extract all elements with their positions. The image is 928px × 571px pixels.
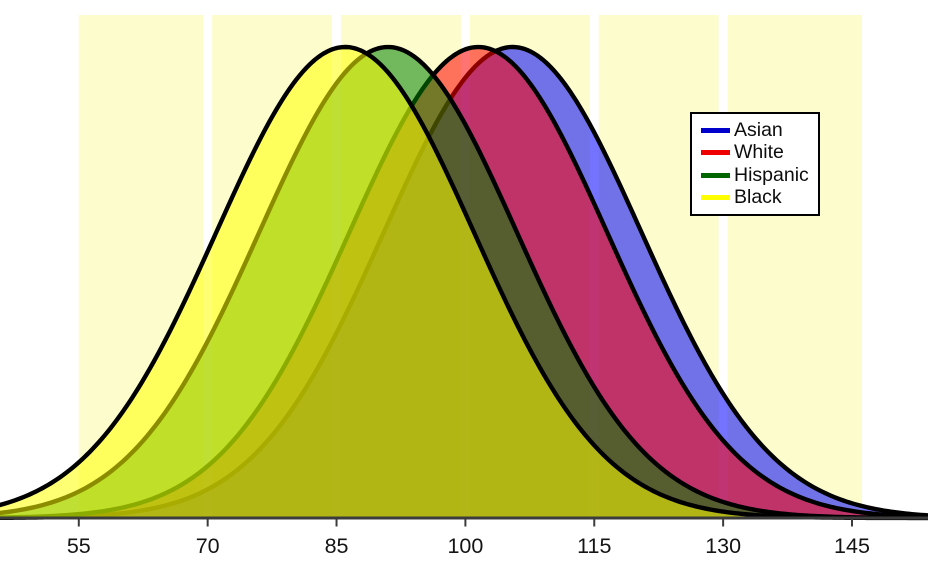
legend-item-asian: Asian (692, 119, 818, 141)
legend: Asian White Hispanic Black (690, 112, 820, 216)
legend-label-asian: Asian (734, 118, 783, 141)
legend-line-swatch-white (701, 150, 730, 156)
legend-label-hispanic: Hispanic (734, 163, 809, 186)
x-tick-label-55: 55 (67, 534, 91, 558)
x-tick-label-145: 145 (834, 534, 870, 558)
x-tick-label-70: 70 (196, 534, 220, 558)
legend-item-white: White (692, 142, 818, 164)
legend-line-swatch-hispanic (701, 172, 730, 178)
legend-label-black: Black (734, 186, 782, 208)
legend-item-hispanic: Hispanic (692, 164, 818, 186)
curve-fill-black (0, 47, 928, 518)
legend-label-white: White (734, 141, 784, 163)
legend-item-black: Black (692, 187, 818, 209)
legend-line-swatch-asian (701, 127, 730, 133)
curve-outline-black (0, 44, 928, 521)
x-tick-label-85: 85 (325, 534, 349, 558)
gridline-130 (718, 15, 728, 518)
x-tick-label-130: 130 (705, 534, 741, 558)
x-tick-label-115: 115 (577, 534, 611, 558)
legend-line-swatch-black (701, 195, 730, 201)
x-tick-label-100: 100 (447, 534, 483, 558)
